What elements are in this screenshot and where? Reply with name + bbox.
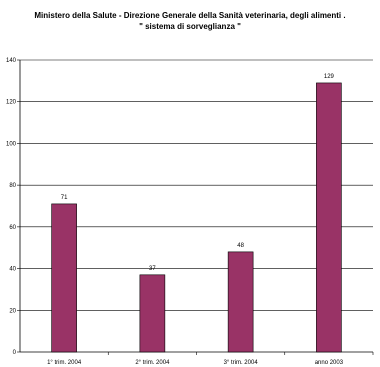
bar — [227, 251, 254, 353]
y-tick-label: 140 — [6, 58, 17, 64]
y-tick-label: 40 — [9, 267, 16, 273]
data-label: 37 — [149, 266, 156, 272]
x-tick-label: 1° trim. 2004 — [47, 360, 82, 366]
chart-title: Ministero della Salute - Direzione Gener… — [34, 11, 346, 20]
bar — [139, 274, 166, 353]
y-tick-label: 100 — [6, 141, 17, 147]
data-label: 71 — [61, 195, 68, 201]
data-label: 129 — [324, 74, 335, 80]
y-tick-label: 120 — [6, 100, 17, 106]
y-tick-label: 0 — [13, 350, 17, 356]
bar — [316, 82, 342, 353]
chart-title-block: Ministero della Salute - Direzione Gener… — [0, 10, 380, 32]
x-tick-label: 2° trim. 2004 — [135, 360, 170, 366]
chart-subtitle: " sistema di sorveglianza " — [139, 22, 241, 31]
data-label: 48 — [237, 243, 244, 249]
y-tick-label: 60 — [9, 225, 16, 231]
x-tick-label: 3° trim. 2004 — [224, 360, 259, 366]
y-tick-label: 80 — [9, 183, 16, 189]
y-tick-label: 20 — [9, 308, 16, 314]
bar — [51, 203, 77, 353]
x-tick-label: anno 2003 — [315, 360, 344, 366]
